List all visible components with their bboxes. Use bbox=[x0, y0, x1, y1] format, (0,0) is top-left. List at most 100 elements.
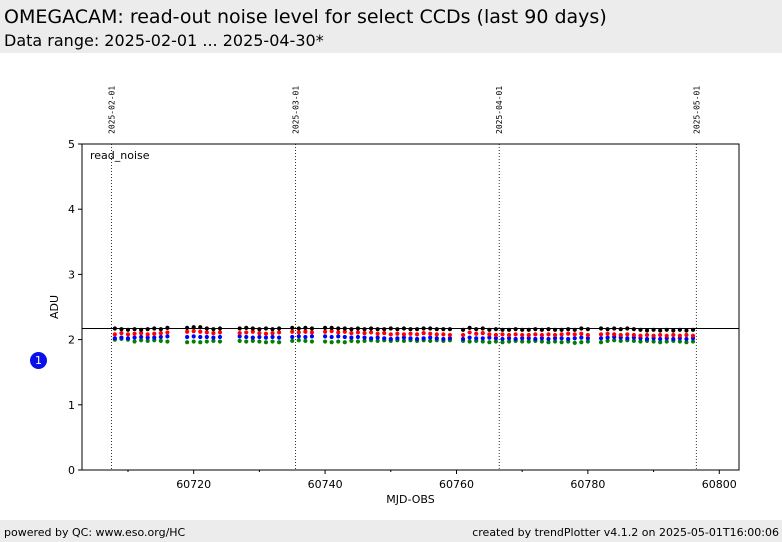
data-point-blue bbox=[244, 334, 249, 340]
data-point-black bbox=[500, 327, 505, 332]
data-point-black bbox=[546, 327, 551, 332]
data-point-blue bbox=[145, 335, 150, 340]
data-point-blue bbox=[395, 336, 400, 341]
data-point-black bbox=[270, 327, 275, 332]
data-point-green bbox=[342, 340, 347, 345]
data-point-blue bbox=[165, 334, 170, 339]
data-point-red bbox=[125, 332, 131, 337]
page-title: OMEGACAM: read-out noise level for selec… bbox=[4, 6, 607, 28]
month-marker-label: 2025-02-01 bbox=[108, 86, 117, 134]
data-point-black bbox=[112, 326, 117, 331]
data-point-black bbox=[132, 327, 137, 332]
data-point-red bbox=[152, 331, 157, 336]
data-point-red bbox=[296, 330, 301, 335]
data-point-red bbox=[139, 330, 144, 336]
data-point-blue bbox=[671, 336, 676, 342]
data-point-red bbox=[309, 330, 315, 335]
data-point-green bbox=[309, 339, 315, 344]
data-point-blue bbox=[368, 336, 374, 341]
data-point-red bbox=[585, 332, 590, 338]
data-point-red bbox=[145, 332, 150, 337]
data-point-green bbox=[480, 339, 485, 344]
data-point-green bbox=[263, 340, 269, 345]
data-point-black bbox=[382, 327, 387, 332]
data-point-black bbox=[474, 327, 479, 332]
data-point-red bbox=[566, 331, 571, 336]
data-point-red bbox=[329, 329, 334, 334]
data-point-red bbox=[191, 329, 196, 334]
page-subtitle: Data range: 2025-02-01 ... 2025-04-30* bbox=[4, 31, 324, 50]
data-point-black bbox=[664, 327, 669, 332]
data-point-red bbox=[493, 332, 499, 338]
data-point-black bbox=[296, 326, 301, 331]
data-point-red bbox=[185, 329, 190, 334]
data-point-black bbox=[362, 327, 367, 332]
data-point-green bbox=[467, 339, 472, 344]
data-point-black bbox=[552, 327, 558, 332]
data-point-blue bbox=[408, 336, 413, 341]
data-point-black bbox=[566, 327, 571, 332]
data-point-black bbox=[520, 327, 525, 332]
data-point-blue bbox=[441, 336, 446, 342]
data-point-blue bbox=[546, 336, 551, 342]
data-point-black bbox=[355, 326, 361, 331]
data-point-green bbox=[428, 338, 433, 344]
data-point-red bbox=[257, 330, 262, 336]
data-point-blue bbox=[474, 336, 479, 341]
y-tick-label: 2 bbox=[68, 334, 75, 347]
data-point-blue bbox=[401, 335, 407, 340]
data-point-black bbox=[572, 327, 577, 332]
data-point-red bbox=[355, 330, 361, 335]
footer-created-by: created by trendPlotter v4.1.2 on 2025-0… bbox=[472, 526, 779, 539]
data-point-blue bbox=[290, 334, 295, 340]
read-noise-chart: 2025-02-01 2025-03-01 2025-04-01 2025-05-01… bbox=[48, 86, 740, 506]
data-point-red bbox=[119, 330, 124, 336]
data-point-green bbox=[506, 339, 512, 344]
data-point-green bbox=[401, 338, 407, 344]
data-point-red bbox=[684, 332, 689, 338]
data-point-blue bbox=[493, 336, 499, 341]
data-point-black bbox=[447, 327, 453, 332]
data-point-blue bbox=[533, 336, 538, 342]
data-point-blue bbox=[382, 336, 387, 341]
data-point-red bbox=[605, 331, 610, 336]
data-point-blue bbox=[355, 334, 361, 340]
data-point-black bbox=[329, 325, 334, 330]
data-point-red bbox=[631, 332, 636, 338]
data-point-blue bbox=[303, 334, 308, 340]
data-point-red bbox=[671, 332, 676, 338]
data-point-red bbox=[401, 332, 407, 337]
data-point-blue bbox=[520, 336, 525, 341]
data-point-red bbox=[500, 332, 505, 337]
y-tick-label: 5 bbox=[68, 138, 75, 151]
data-point-blue bbox=[375, 335, 380, 340]
data-point-black bbox=[460, 327, 466, 332]
data-point-green bbox=[651, 339, 656, 344]
data-point-blue bbox=[191, 334, 196, 339]
data-point-green bbox=[217, 339, 223, 344]
data-point-black bbox=[658, 328, 663, 333]
data-point-black bbox=[217, 326, 223, 331]
month-marker-label: 2025-03-01 bbox=[292, 86, 301, 134]
month-marker-label: 2025-05-01 bbox=[692, 86, 701, 134]
data-point-red bbox=[132, 331, 137, 336]
data-point-black bbox=[250, 326, 255, 331]
data-point-green bbox=[270, 339, 275, 344]
data-point-black bbox=[290, 325, 295, 330]
data-point-blue bbox=[132, 335, 137, 340]
data-point-red bbox=[487, 332, 492, 337]
data-point-black bbox=[513, 327, 518, 332]
data-point-black bbox=[368, 326, 374, 331]
data-point-red bbox=[270, 330, 275, 336]
data-point-blue bbox=[349, 335, 354, 340]
data-point-black bbox=[185, 325, 190, 330]
data-point-red bbox=[651, 333, 656, 338]
data-point-black bbox=[559, 327, 564, 332]
data-point-blue bbox=[329, 334, 334, 340]
data-point-red bbox=[112, 332, 117, 337]
data-point-red bbox=[506, 332, 512, 338]
data-point-green bbox=[185, 340, 190, 345]
data-point-red bbox=[526, 332, 531, 338]
data-point-black bbox=[598, 326, 604, 331]
data-point-blue bbox=[112, 336, 117, 341]
